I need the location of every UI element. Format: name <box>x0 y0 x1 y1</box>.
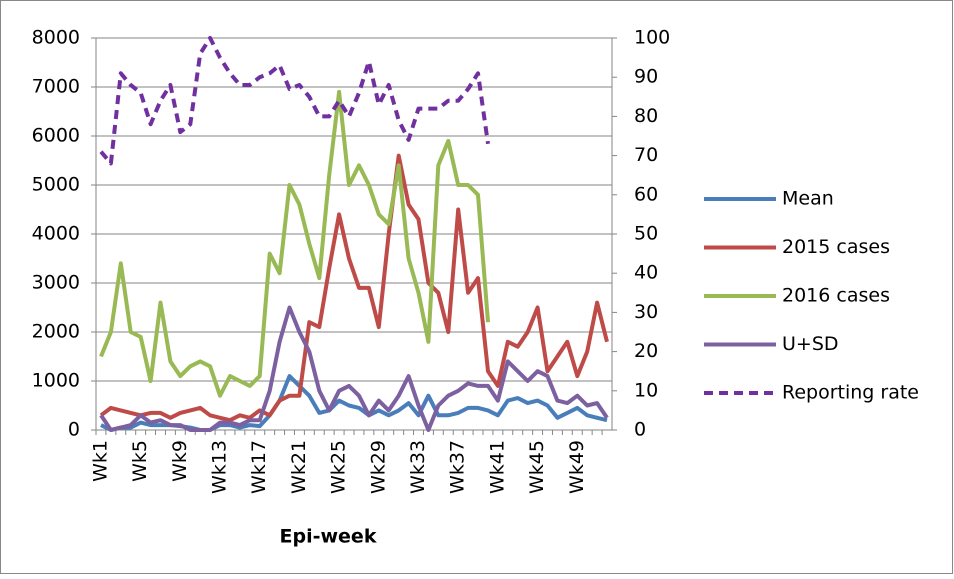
series-line <box>99 305 609 432</box>
y2-tick-label: 100 <box>634 27 670 49</box>
y2-tick-label: 60 <box>634 183 658 205</box>
legend-label: Reporting rate <box>782 382 919 404</box>
y-tick-label: 3000 <box>32 272 80 294</box>
x-tick-label: Wk5 <box>129 440 151 482</box>
y2-tick-label: 70 <box>634 144 658 166</box>
y2-tick-label: 0 <box>634 419 646 441</box>
y-tick-label: 8000 <box>32 27 80 49</box>
x-tick-label: Wk9 <box>169 440 191 482</box>
x-tick-label: Wk1 <box>89 440 111 482</box>
x-tick-label: Wk17 <box>248 440 270 494</box>
x-axis-title: Epi-week <box>280 526 377 548</box>
y2-tick-label: 30 <box>634 301 658 323</box>
x-tick-label: Wk41 <box>486 440 508 494</box>
x-tick-label: Wk21 <box>288 440 310 494</box>
y-tick-label: 1000 <box>32 370 80 392</box>
y-tick-label: 6000 <box>32 125 80 147</box>
x-tick-label: Wk45 <box>526 440 548 494</box>
x-tick-label: Wk29 <box>367 440 389 494</box>
y2-tick-label: 20 <box>634 340 658 362</box>
legend-label: Mean <box>782 188 834 210</box>
x-tick-label: Wk37 <box>447 440 469 494</box>
x-tick-label: Wk49 <box>566 440 588 494</box>
y-tick-label: 4000 <box>32 223 80 245</box>
y-tick-label: 2000 <box>32 321 80 343</box>
series-line <box>99 89 490 398</box>
y-tick-label: 0 <box>68 419 80 441</box>
y2-tick-label: 10 <box>634 379 658 401</box>
y2-tick-label: 90 <box>634 66 658 88</box>
y2-tick-label: 80 <box>634 105 658 127</box>
y2-tick-label: 50 <box>634 223 658 245</box>
x-tick-label: Wk33 <box>407 440 429 494</box>
y-tick-label: 7000 <box>32 76 80 98</box>
x-tick-label: Wk25 <box>328 440 350 494</box>
x-tick-label: Wk13 <box>209 440 231 494</box>
y-tick-label: 5000 <box>32 174 80 196</box>
series-line <box>99 153 609 423</box>
legend-label: U+SD <box>782 333 839 355</box>
y2-tick-label: 40 <box>634 262 658 284</box>
series-line <box>99 36 490 166</box>
legend-label: 2015 cases <box>782 236 890 258</box>
legend-label: 2016 cases <box>782 285 890 307</box>
